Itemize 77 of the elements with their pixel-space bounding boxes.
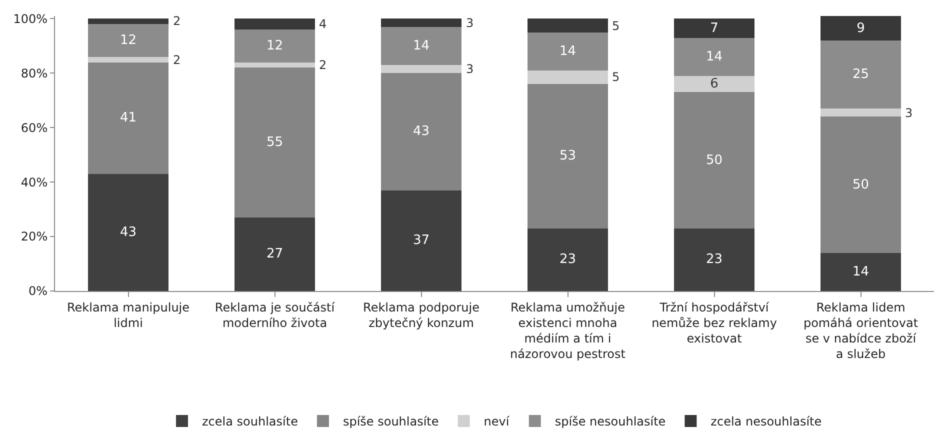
- bar: [380, 73, 462, 190]
- x-tick-label: Reklama umožňuje existenci mnoha médiím a tím i názorovou pestrost: [510, 300, 626, 362]
- data-label: 37: [412, 233, 430, 248]
- bar: [674, 76, 755, 92]
- y-tick-label: 40%: [20, 175, 48, 190]
- data-label: 2: [319, 58, 327, 72]
- bar: [234, 62, 316, 68]
- data-label: 14: [412, 38, 430, 54]
- bar: [88, 24, 169, 57]
- bar: [820, 116, 902, 253]
- y-tick-label: 0%: [28, 284, 48, 298]
- bar: [234, 68, 316, 218]
- bar: [380, 190, 462, 291]
- y-tick-label: 100%: [13, 12, 48, 26]
- bar: [234, 18, 316, 30]
- data-label: 14: [706, 49, 723, 64]
- bar: [674, 228, 755, 291]
- bar: [674, 18, 755, 38]
- data-label: 3: [905, 106, 913, 120]
- bar: [527, 228, 608, 291]
- data-label: 53: [559, 148, 576, 164]
- data-label: 2: [173, 53, 181, 67]
- data-label: 12: [266, 38, 284, 54]
- data-label: 5: [612, 70, 620, 84]
- legend-label: neví: [484, 414, 510, 429]
- legend-label: zcela nesouhlasíte: [710, 414, 822, 429]
- data-label: 2: [173, 14, 181, 28]
- x-tick-label: Tržní hospodářství nemůže bez reklamy existovat: [652, 300, 777, 346]
- y-tick-label: 60%: [20, 120, 48, 135]
- bar: [88, 174, 169, 291]
- data-label: 27: [266, 246, 284, 262]
- bar: [820, 252, 902, 291]
- data-label: 12: [120, 33, 137, 48]
- bar: [674, 92, 755, 228]
- bar: [820, 16, 902, 40]
- bar: [820, 40, 902, 109]
- bar: [527, 70, 608, 84]
- data-label: 23: [706, 252, 723, 268]
- bar: [234, 217, 316, 291]
- bar: [88, 18, 169, 24]
- bar: [527, 32, 608, 70]
- data-label: 41: [120, 110, 137, 126]
- bar: [674, 38, 755, 76]
- y-tick-label: 20%: [20, 230, 48, 244]
- data-label: 43: [120, 224, 137, 240]
- x-tick-label: Reklama je součástí moderního života: [214, 300, 336, 330]
- x-tick-label: Reklama lidem pomáhá orientovat se v nabídce zboží a služeb: [803, 300, 918, 362]
- data-label: 14: [852, 264, 870, 280]
- data-label: 4: [319, 17, 327, 31]
- legend-label: spíše souhlasíte: [342, 414, 439, 429]
- legend-label: spíše nesouhlasíte: [554, 414, 666, 429]
- bar: [380, 26, 462, 66]
- y-tick-label: 80%: [20, 66, 48, 80]
- bar: [88, 56, 169, 62]
- bar: [527, 84, 608, 228]
- data-label: 23: [559, 252, 576, 268]
- legend-label: zcela souhlasíte: [202, 414, 298, 429]
- bar: [820, 108, 902, 117]
- bar: [88, 62, 169, 174]
- data-label: 50: [706, 152, 723, 168]
- bar: [527, 18, 608, 32]
- data-label: 55: [266, 135, 284, 150]
- bar: [380, 18, 462, 27]
- bar: [234, 30, 316, 62]
- x-tick-label: Reklama manipuluje lidmi: [66, 300, 190, 330]
- data-label: 14: [559, 44, 576, 59]
- data-label: 3: [466, 16, 474, 30]
- data-label: 9: [856, 20, 865, 36]
- bar: [380, 65, 462, 74]
- data-label: 50: [852, 177, 870, 192]
- data-label: 25: [852, 67, 870, 82]
- data-label: 6: [710, 76, 718, 92]
- x-tick-label: Reklama podporuje zbytečný konzum: [363, 300, 480, 330]
- data-label: 5: [612, 19, 620, 33]
- data-label: 7: [710, 20, 718, 36]
- data-label: 43: [412, 124, 430, 140]
- data-label: 3: [466, 62, 474, 76]
